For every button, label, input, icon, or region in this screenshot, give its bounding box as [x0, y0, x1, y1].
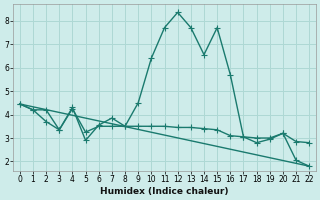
X-axis label: Humidex (Indice chaleur): Humidex (Indice chaleur) — [100, 187, 229, 196]
